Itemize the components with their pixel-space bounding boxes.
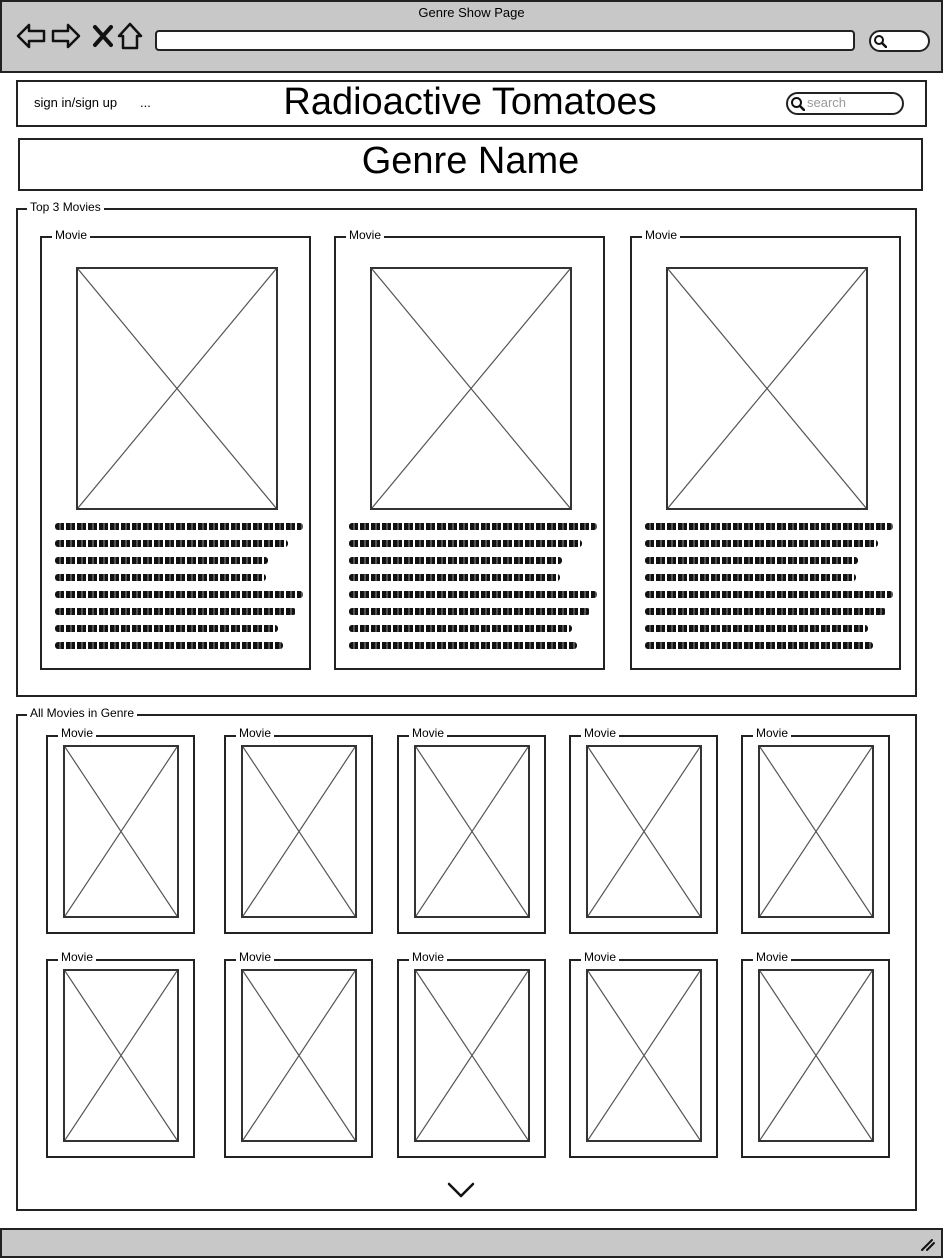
movie-tile[interactable] [224,735,373,934]
movie-tile[interactable] [569,735,718,934]
close-icon[interactable] [88,20,120,52]
more-link[interactable]: ... [140,95,151,110]
movie-label: Movie [236,950,275,964]
all-movies-group [16,714,917,1211]
movie-tile[interactable] [224,959,373,1158]
movie-poster-placeholder[interactable] [76,267,278,510]
movie-tile[interactable] [741,959,890,1158]
resize-grip-icon[interactable] [918,1234,936,1252]
top-movie-card[interactable] [40,236,311,670]
address-bar[interactable] [155,30,855,51]
site-title: Radioactive Tomatoes [283,81,657,123]
movie-description [349,523,597,658]
search-icon [791,97,805,111]
movie-label: Movie [581,726,620,740]
movie-description [55,523,303,658]
back-arrow-icon[interactable] [15,20,47,52]
search-input[interactable] [786,92,904,115]
genre-name: Genre Name [361,140,580,182]
movie-description [645,523,893,658]
home-icon[interactable] [115,20,147,52]
movie-poster-placeholder[interactable] [586,969,702,1142]
movie-label: Movie [58,726,97,740]
movie-tile[interactable] [569,959,718,1158]
top-movies-group [16,208,917,697]
movie-tile[interactable] [46,735,195,934]
movie-label: Movie [753,726,792,740]
movie-poster-placeholder[interactable] [63,745,179,918]
movie-tile[interactable] [46,959,195,1158]
sign-in-link[interactable]: sign in/sign up [34,95,118,110]
window-title: Genre Show Page [418,5,525,20]
movie-label: Movie [642,228,681,242]
genre-header [18,138,923,191]
movie-label: Movie [753,950,792,964]
movie-label: Movie [409,950,448,964]
browser-status-bar [0,1228,943,1258]
movie-poster-placeholder[interactable] [586,745,702,918]
movie-poster-placeholder[interactable] [758,969,874,1142]
movie-label: Movie [236,726,275,740]
all-movies-label: All Movies in Genre [27,706,138,720]
movie-label: Movie [346,228,385,242]
top-movies-label: Top 3 Movies [27,200,104,214]
movie-label: Movie [58,950,97,964]
top-movie-card[interactable] [630,236,901,670]
movie-poster-placeholder[interactable] [63,969,179,1142]
top-movie-card[interactable] [334,236,605,670]
movie-poster-placeholder[interactable] [241,745,357,918]
movie-poster-placeholder[interactable] [241,969,357,1142]
movie-poster-placeholder[interactable] [414,969,530,1142]
movie-label: Movie [581,950,620,964]
site-header [16,80,927,127]
search-placeholder: search [807,95,847,110]
search-icon [874,35,887,48]
forward-arrow-icon[interactable] [50,20,82,52]
movie-poster-placeholder[interactable] [666,267,868,510]
movie-tile[interactable] [741,735,890,934]
movie-poster-placeholder[interactable] [414,745,530,918]
movie-poster-placeholder[interactable] [758,745,874,918]
movie-tile[interactable] [397,735,546,934]
movie-poster-placeholder[interactable] [370,267,572,510]
movie-label: Movie [409,726,448,740]
chevron-down-icon[interactable] [446,1180,476,1200]
movie-label: Movie [52,228,91,242]
movie-tile[interactable] [397,959,546,1158]
